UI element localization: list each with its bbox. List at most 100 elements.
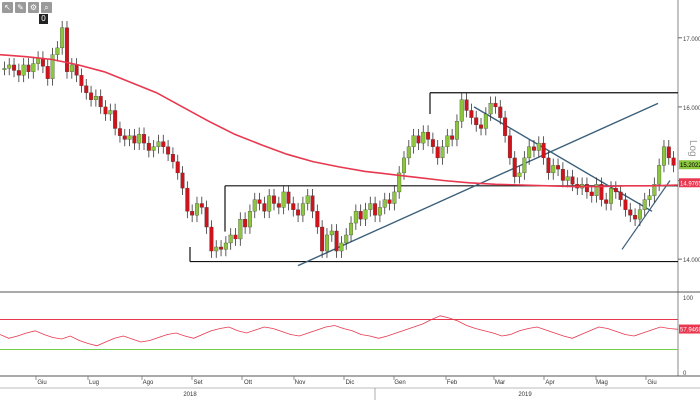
- candle: [493, 96, 498, 114]
- candle-body: [426, 131, 431, 140]
- candle: [40, 51, 45, 74]
- candle-body: [252, 199, 257, 212]
- candle: [194, 196, 199, 223]
- candle: [498, 100, 503, 125]
- candle: [243, 212, 248, 234]
- candle-body: [122, 135, 127, 140]
- candle: [122, 128, 127, 147]
- candle: [430, 132, 435, 154]
- candle: [527, 139, 532, 165]
- candle-body: [406, 146, 411, 159]
- candle-body: [498, 106, 503, 118]
- candle-body: [382, 199, 387, 208]
- candle: [570, 169, 575, 192]
- candle-body: [440, 146, 445, 159]
- candle-body: [628, 209, 633, 216]
- candle: [353, 204, 358, 230]
- candle-body: [459, 99, 464, 122]
- candle-body: [353, 211, 358, 224]
- candle: [233, 228, 238, 246]
- candle-body: [103, 106, 108, 115]
- candle-body: [194, 203, 199, 216]
- candle: [522, 151, 527, 180]
- candle-body: [55, 47, 60, 55]
- candle-body: [2, 68, 7, 71]
- candle-body: [541, 142, 546, 159]
- candle: [541, 136, 546, 165]
- candle: [175, 154, 180, 180]
- candle-body: [132, 135, 137, 144]
- candle: [334, 224, 339, 258]
- candle-body: [565, 176, 570, 181]
- candle-body: [286, 191, 291, 204]
- pencil-icon[interactable]: ✎: [15, 2, 26, 13]
- candle: [137, 127, 142, 150]
- event-flag[interactable]: 0: [39, 14, 48, 24]
- candle: [151, 139, 156, 158]
- candle-body: [84, 85, 89, 93]
- candle-body: [430, 139, 435, 147]
- candle: [199, 196, 204, 215]
- candle: [300, 196, 305, 223]
- candle: [257, 192, 262, 211]
- candle-body: [156, 141, 161, 147]
- candle: [402, 151, 406, 180]
- settings-icon[interactable]: ⚙: [28, 2, 39, 13]
- moving-average-line: [0, 53, 679, 188]
- candle: [613, 181, 618, 199]
- candle-body: [454, 121, 459, 140]
- log-scale-label: Log: [687, 140, 698, 157]
- candle: [628, 202, 633, 223]
- candle-body: [599, 184, 604, 200]
- month-label: Set: [193, 380, 202, 386]
- candle-body: [652, 184, 657, 196]
- candle: [397, 166, 402, 199]
- candle-body: [397, 172, 402, 193]
- candle: [589, 185, 594, 203]
- candle: [324, 228, 329, 258]
- zoom-icon[interactable]: ⌕: [41, 2, 52, 13]
- month-label: Giu: [647, 380, 656, 386]
- candle-body: [65, 27, 69, 72]
- candle-body: [464, 99, 469, 111]
- candle: [517, 166, 522, 184]
- month-label: Lug: [89, 380, 99, 386]
- cursor-icon[interactable]: ↖: [2, 2, 13, 13]
- candle: [411, 128, 416, 154]
- candle-body: [117, 128, 122, 136]
- candle: [12, 58, 17, 78]
- candle: [320, 220, 325, 258]
- month-label: Mag: [596, 380, 608, 386]
- candle: [132, 128, 137, 150]
- candle-body: [411, 135, 416, 147]
- candle: [416, 128, 421, 150]
- candle-body: [642, 199, 647, 210]
- candle-body: [493, 103, 498, 108]
- candle: [373, 196, 378, 223]
- candle: [262, 196, 267, 219]
- candle-body: [79, 75, 84, 86]
- rising-trendline: [297, 102, 659, 267]
- candle: [565, 169, 570, 188]
- candle: [637, 202, 642, 226]
- candle-body: [281, 191, 286, 208]
- candle-body: [257, 199, 262, 204]
- candle: [247, 204, 252, 234]
- candle: [2, 61, 7, 76]
- candle-body: [633, 215, 638, 220]
- candle: [166, 139, 171, 162]
- candle: [190, 204, 195, 223]
- candle-body: [324, 234, 329, 252]
- candle: [180, 166, 185, 195]
- candle: [633, 208, 638, 226]
- candle: [512, 151, 517, 184]
- candle-body: [546, 157, 551, 174]
- candle-body: [31, 63, 36, 72]
- candle-body: [507, 135, 512, 159]
- candle-body: [647, 195, 652, 200]
- candle: [74, 58, 79, 83]
- candle: [474, 110, 479, 132]
- candle-body: [16, 70, 21, 76]
